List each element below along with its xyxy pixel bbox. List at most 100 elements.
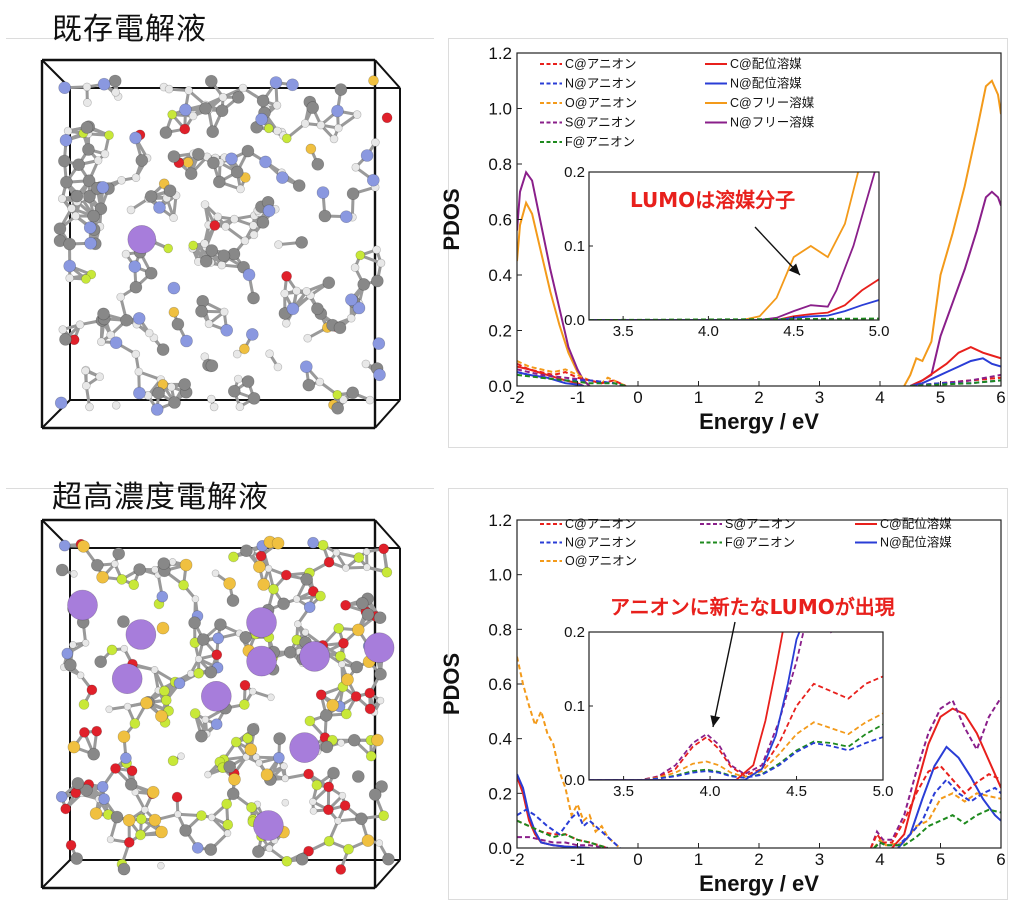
atom-C <box>83 190 96 203</box>
atom-Li <box>127 225 157 254</box>
atom-H <box>218 92 228 102</box>
atom-H <box>191 595 200 603</box>
atom-H <box>204 319 214 329</box>
atom-N <box>345 293 358 306</box>
atom-Li <box>111 663 143 694</box>
atom-H <box>309 797 317 806</box>
molecular-structure-existing <box>40 58 401 430</box>
atom-F <box>78 699 90 710</box>
x-tick-label: 3 <box>815 850 824 869</box>
atom-C <box>277 597 290 611</box>
series-F@アニオン <box>517 808 1001 848</box>
atom-F <box>128 579 140 590</box>
atom-N <box>120 752 132 764</box>
atom-C <box>346 386 360 400</box>
atom-H <box>372 245 381 255</box>
atom-C <box>322 276 336 289</box>
atom-F <box>136 813 147 825</box>
atom-O <box>110 763 121 774</box>
atom-H <box>177 752 185 760</box>
atom-C <box>226 594 240 607</box>
inset-y-tick-label: 0.2 <box>564 164 585 181</box>
atom-N <box>54 396 68 410</box>
atom-C <box>334 83 348 96</box>
atom-H <box>208 813 216 822</box>
y-tick-label: 0.2 <box>488 784 512 803</box>
atom-C <box>232 91 245 104</box>
inset-background <box>589 172 879 320</box>
atom-S <box>244 743 258 756</box>
atom-H <box>144 328 154 338</box>
atom-C <box>246 723 260 736</box>
atom-N <box>109 336 123 350</box>
panel-title-existing: 既存電解液 <box>52 12 207 47</box>
x-axis-label: Energy / eV <box>699 409 819 434</box>
atom-H <box>350 263 360 272</box>
atom-C <box>247 392 261 405</box>
atom-C <box>273 732 286 745</box>
atom-C <box>124 778 138 791</box>
inset-x-tick-label: 3.5 <box>613 783 634 800</box>
atom-H <box>235 402 245 412</box>
atom-C <box>230 165 244 179</box>
atom-N <box>210 718 223 730</box>
atom-F <box>104 130 114 140</box>
atom-F <box>239 699 250 710</box>
atom-H <box>106 330 115 340</box>
atom-H <box>211 569 220 578</box>
atom-C <box>72 158 86 171</box>
atom-F <box>228 551 239 563</box>
series-O@アニオン <box>517 656 1001 848</box>
legend-label: S@アニオン <box>565 116 636 130</box>
y-axis-label: PDOS <box>439 188 464 250</box>
chart-frame-top <box>448 38 1008 448</box>
atom-C <box>327 766 340 780</box>
atom-C <box>195 729 208 743</box>
atom-H <box>265 349 274 359</box>
atom-F <box>188 240 198 251</box>
atom-C <box>108 74 122 88</box>
y-tick-label: 0.4 <box>488 730 512 749</box>
atom-H <box>100 149 110 159</box>
atom-F <box>281 855 293 867</box>
atom-O <box>79 727 90 738</box>
atom-H <box>164 84 174 94</box>
atom-H <box>65 273 75 283</box>
y-tick-label: 0.6 <box>488 211 512 230</box>
atom-H <box>371 138 380 147</box>
atom-C <box>82 174 96 187</box>
atom-H <box>111 560 119 568</box>
atom-H <box>361 359 371 369</box>
atom-O <box>303 768 314 780</box>
panel-divider-bottom-left <box>6 488 434 489</box>
atom-H <box>81 381 91 391</box>
atom-C <box>206 125 219 138</box>
inset-x-tick-label: 5.0 <box>869 323 890 340</box>
atom-H <box>236 184 245 194</box>
atom-C <box>319 709 333 722</box>
inset-y-tick-label: 0.1 <box>564 698 585 715</box>
x-tick-label: 0 <box>633 388 642 407</box>
x-tick-label: 1 <box>694 388 703 407</box>
atom-C <box>302 378 316 392</box>
atom-O <box>335 864 347 875</box>
atom-H <box>375 839 384 847</box>
atom-H <box>120 644 129 653</box>
atom-H <box>126 205 136 215</box>
x-tick-label: 6 <box>996 388 1005 407</box>
series-C@アニオン <box>517 362 1001 386</box>
atom-S <box>168 306 180 318</box>
panel-title-superconcentrated: 超高濃度電解液 <box>52 480 269 515</box>
atom-H <box>117 176 126 185</box>
atom-H <box>221 222 230 231</box>
inset-series-N@アニオン <box>589 736 883 780</box>
atom-H <box>82 82 92 92</box>
atom-N <box>128 260 142 273</box>
atom-C <box>64 658 77 672</box>
atom-H <box>57 194 67 203</box>
atom-H <box>184 86 193 95</box>
cell-edge <box>374 519 401 549</box>
atom-H <box>76 671 85 680</box>
atom-C <box>94 655 107 668</box>
atom-H <box>116 292 125 302</box>
